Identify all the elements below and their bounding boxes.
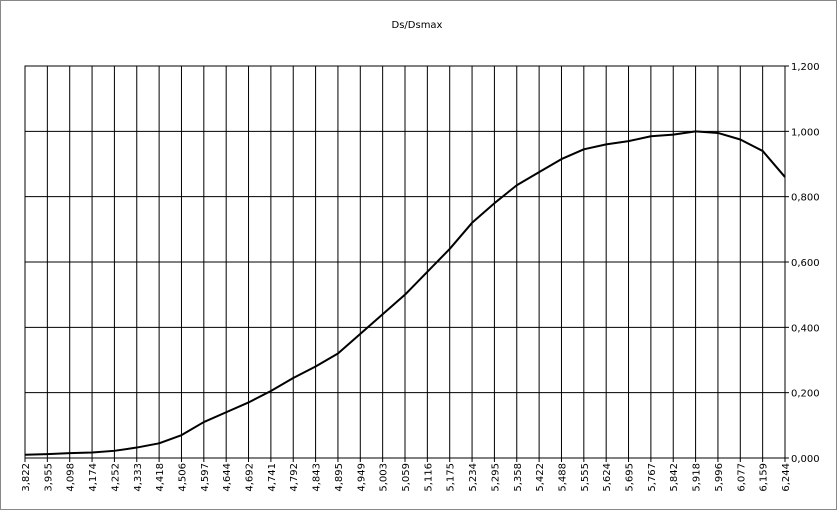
y-tick-label: 0,400 bbox=[791, 323, 820, 334]
y-tick-label: 0,000 bbox=[791, 454, 820, 465]
x-tick-label: 6,244 bbox=[781, 463, 792, 492]
x-tick-label: 4,174 bbox=[88, 463, 99, 492]
x-tick-label: 4,597 bbox=[200, 463, 211, 492]
x-tick-label: 5,624 bbox=[602, 463, 613, 492]
x-tick-label: 4,333 bbox=[133, 463, 144, 492]
x-tick-label: 5,003 bbox=[379, 463, 390, 492]
x-tick-label: 6,077 bbox=[736, 463, 747, 492]
x-tick-label: 5,295 bbox=[490, 463, 501, 492]
x-tick-label: 6,159 bbox=[759, 463, 770, 492]
x-tick-label: 4,692 bbox=[245, 463, 256, 492]
x-tick-label: 5,767 bbox=[647, 463, 658, 492]
y-tick-label: 1,000 bbox=[791, 127, 820, 138]
x-tick-label: 5,234 bbox=[468, 463, 479, 492]
x-tick-label: 4,949 bbox=[356, 463, 367, 492]
chart-title: Ds/Dsmax bbox=[392, 20, 443, 31]
y-tick-label: 1,200 bbox=[791, 62, 820, 73]
x-tick-label: 4,792 bbox=[289, 463, 300, 492]
x-tick-label: 5,695 bbox=[625, 463, 636, 492]
x-tick-label: 4,741 bbox=[267, 463, 278, 492]
x-tick-label: 4,843 bbox=[312, 463, 323, 492]
x-tick-label: 4,644 bbox=[222, 463, 233, 492]
x-tick-label: 5,059 bbox=[401, 463, 412, 492]
x-tick-label: 5,116 bbox=[423, 463, 434, 492]
y-tick-label: 0,800 bbox=[791, 193, 820, 204]
x-tick-label: 4,252 bbox=[110, 463, 121, 492]
x-tick-label: 3,822 bbox=[21, 463, 32, 492]
x-tick-label: 5,918 bbox=[692, 463, 703, 492]
x-tick-label: 3,955 bbox=[43, 463, 54, 492]
x-tick-label: 5,996 bbox=[714, 463, 725, 492]
x-tick-label: 5,422 bbox=[535, 463, 546, 492]
x-tick-label: 5,488 bbox=[557, 463, 568, 492]
x-tick-label: 4,895 bbox=[334, 463, 345, 492]
x-tick-label: 4,418 bbox=[155, 463, 166, 492]
x-tick-label: 5,555 bbox=[580, 463, 591, 492]
y-tick-label: 0,600 bbox=[791, 258, 820, 269]
y-tick-label: 0,200 bbox=[791, 389, 820, 400]
x-tick-label: 5,842 bbox=[669, 463, 680, 492]
x-tick-label: 4,506 bbox=[177, 463, 188, 492]
data-line bbox=[24, 130, 786, 456]
x-tick-label: 5,358 bbox=[513, 463, 524, 492]
x-tick-label: 5,175 bbox=[446, 463, 457, 492]
x-tick-label: 4,098 bbox=[66, 463, 77, 492]
